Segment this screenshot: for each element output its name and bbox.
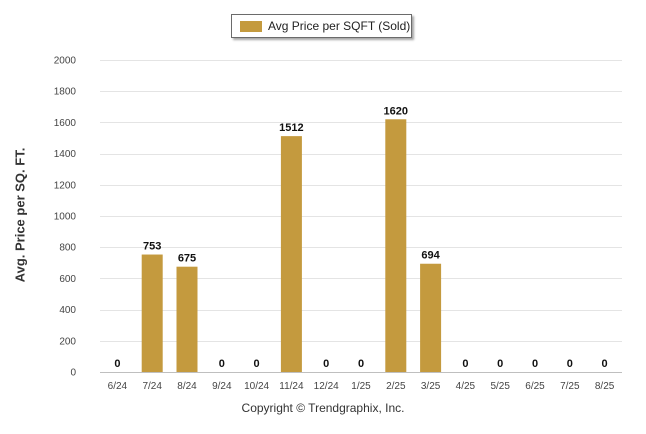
x-tick-label: 8/24 xyxy=(177,381,197,392)
y-tick-label: 0 xyxy=(70,368,76,379)
data-label: 0 xyxy=(532,358,538,370)
data-label: 1620 xyxy=(384,105,408,117)
y-tick-label: 600 xyxy=(59,274,76,285)
bar xyxy=(420,263,442,372)
data-label: 0 xyxy=(497,358,503,370)
y-tick-label: 1400 xyxy=(54,149,77,160)
x-tick-label: 1/25 xyxy=(351,381,371,392)
data-label: 0 xyxy=(462,358,468,370)
x-tick-label: 6/25 xyxy=(525,381,545,392)
x-tick-label: 6/24 xyxy=(108,381,128,392)
bar xyxy=(176,266,198,372)
data-label: 0 xyxy=(358,358,364,370)
data-labels: 0 753 675 0 0 1512 0 0 1620 694 0 0 0 0 0 xyxy=(114,105,607,370)
x-tick-label: 9/24 xyxy=(212,381,232,392)
x-tick-label: 4/25 xyxy=(456,381,476,392)
legend-swatch xyxy=(240,20,262,32)
bar xyxy=(385,119,407,372)
x-tick-label: 12/24 xyxy=(314,381,339,392)
y-tick-label: 1200 xyxy=(54,180,77,191)
y-tick-label: 1000 xyxy=(54,212,77,223)
data-label: 0 xyxy=(567,358,573,370)
data-label: 0 xyxy=(602,358,608,370)
data-label: 0 xyxy=(114,358,120,370)
x-tick-label: 10/24 xyxy=(244,381,269,392)
x-tick-label: 7/25 xyxy=(560,381,580,392)
y-axis-ticks: 0 200 400 600 800 1000 1200 1400 1600 1800 2000 xyxy=(54,56,77,379)
data-label: 0 xyxy=(323,358,329,370)
x-tick-label: 3/25 xyxy=(421,381,441,392)
x-tick-label: 8/25 xyxy=(595,381,615,392)
data-label: 675 xyxy=(178,253,196,265)
legend: Avg Price per SQFT (Sold) xyxy=(231,14,412,38)
bar xyxy=(280,136,302,372)
data-label: 0 xyxy=(219,358,225,370)
x-tick-label: 11/24 xyxy=(279,381,304,392)
x-tick-label: 2/25 xyxy=(386,381,406,392)
y-tick-label: 800 xyxy=(59,243,76,254)
data-label: 753 xyxy=(143,241,161,253)
data-label: 0 xyxy=(254,358,260,370)
bar xyxy=(141,254,163,372)
x-axis-ticks: 6/24 7/24 8/24 9/24 10/24 11/24 12/24 1/25 2/25 3… xyxy=(108,381,615,392)
y-tick-label: 2000 xyxy=(54,56,77,67)
copyright-footer: Copyright © Trendgraphix, Inc. xyxy=(241,401,405,415)
data-label: 694 xyxy=(421,250,440,262)
bars xyxy=(141,119,442,372)
y-tick-label: 1800 xyxy=(54,87,77,98)
x-tick-label: 5/25 xyxy=(490,381,510,392)
legend-label: Avg Price per SQFT (Sold) xyxy=(268,19,411,33)
x-tick-label: 7/24 xyxy=(142,381,162,392)
data-label: 1512 xyxy=(279,122,303,134)
y-tick-label: 1600 xyxy=(54,118,77,129)
y-axis-label: Avg. Price per SQ. FT. xyxy=(12,147,28,283)
y-tick-label: 400 xyxy=(59,305,76,316)
y-tick-label: 200 xyxy=(59,336,76,347)
